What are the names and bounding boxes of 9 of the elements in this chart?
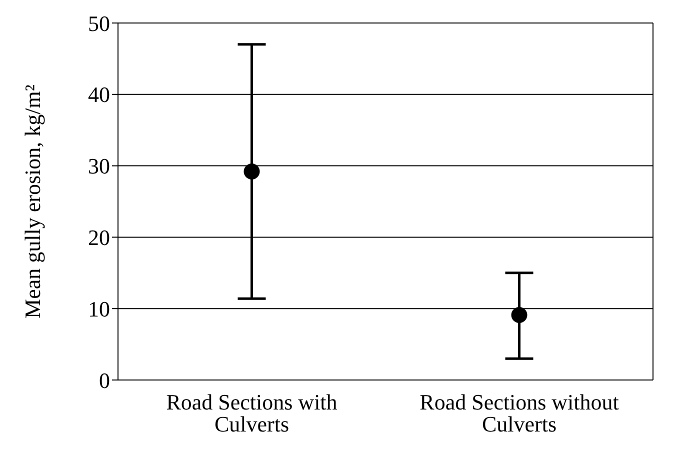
y-tick-label: 40 xyxy=(88,82,110,108)
y-tick-label: 50 xyxy=(88,10,110,36)
y-tick-label: 20 xyxy=(88,225,110,250)
y-tick-label: 30 xyxy=(88,154,110,179)
x-tick-label: Road Sections with Culverts xyxy=(166,390,338,437)
x-tick-label: Road Sections without Culverts xyxy=(420,390,619,437)
y-axis-title: Mean gully erosion, kg/m² xyxy=(20,84,45,318)
y-tick-label: 0 xyxy=(99,368,110,393)
y-tick-label: 10 xyxy=(88,296,110,322)
